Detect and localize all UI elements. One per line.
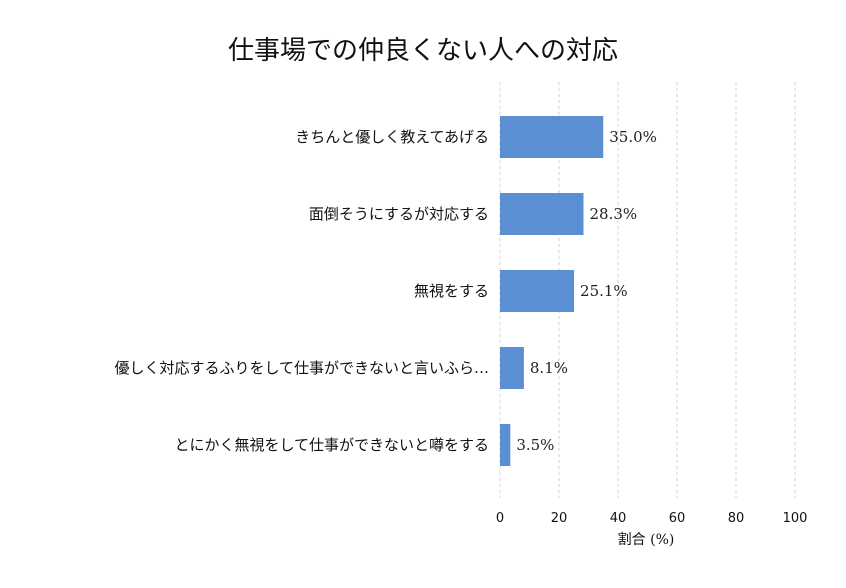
category-label: 優しく対応するふりをして仕事ができないと言いふら… (114, 359, 489, 377)
category-label: 無視をする (414, 282, 489, 300)
category-label: きちんと優しく教えてあげる (295, 128, 489, 146)
category-label: とにかく無視をして仕事ができないと噂をする (174, 436, 489, 454)
x-tick-label: 60 (669, 511, 686, 526)
data-label: 35.0% (609, 128, 657, 146)
bar (500, 424, 511, 466)
bar (500, 116, 604, 158)
x-tick-label: 40 (610, 511, 627, 526)
data-label: 8.1% (530, 359, 568, 377)
x-tick-label: 20 (551, 511, 568, 526)
x-axis-label: 割合 (%) (618, 531, 675, 548)
bar (500, 193, 584, 235)
x-tick-label: 100 (783, 511, 808, 526)
category-labels: きちんと優しく教えてあげる面倒そうにするが対応する無視をする優しく対応するふりを… (114, 128, 489, 454)
data-label: 25.1% (580, 282, 628, 300)
data-label: 28.3% (589, 205, 637, 223)
chart-title: 仕事場での仲良くない人への対応 (227, 36, 618, 66)
x-tick-label: 0 (496, 511, 504, 526)
value-labels: 35.0% 28.3% 25.1% 8.1% 3.5% (516, 128, 657, 454)
bars (500, 116, 604, 466)
category-label: 面倒そうにするが対応する (309, 205, 489, 223)
x-tick-labels: 0 20 40 60 80 100 (496, 511, 808, 526)
bar (500, 270, 575, 312)
data-label: 3.5% (516, 436, 554, 454)
x-tick-label: 80 (728, 511, 745, 526)
bar (500, 347, 524, 389)
